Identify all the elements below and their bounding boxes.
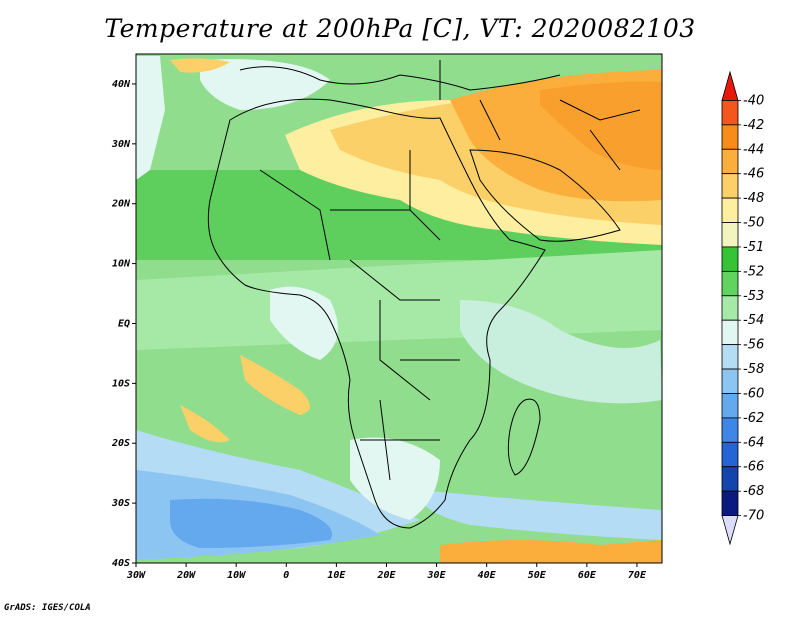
colorbar-swatch [721, 173, 739, 199]
colorbar-label: -46 [743, 167, 764, 182]
colorbar-swatch [721, 270, 739, 297]
colorbar-swatch [721, 100, 739, 126]
colorbar-label: -60 [743, 386, 764, 401]
colorbar-swatch [721, 70, 739, 101]
colorbar-label: -42 [743, 118, 764, 133]
y-tick-label: 40N [112, 79, 131, 90]
y-tick-label: 10N [112, 259, 131, 270]
x-tick-label: 20E [376, 570, 396, 581]
y-tick-label: 30N [111, 139, 131, 150]
temperature-field [136, 54, 662, 563]
x-tick-label: 50E [528, 570, 547, 581]
y-tick-label: 10S [112, 378, 130, 389]
x-axis: 30W 20W 10W 0 10E 20E 30E 40E 50E 60E 70E [126, 563, 647, 581]
map-title: Temperature at 200hPa [C], VT: 202008210… [104, 14, 696, 43]
colorbar-label: -58 [743, 362, 764, 377]
colorbar-swatch [721, 197, 739, 223]
colorbar-swatch [721, 246, 739, 272]
y-tick-label: 20S [111, 438, 130, 449]
colorbar-label: -64 [743, 435, 764, 450]
y-tick-label: 40S [112, 558, 130, 569]
colorbar-label: -40 [743, 93, 764, 108]
colorbar-swatch [721, 295, 739, 321]
x-tick-label: 10W [227, 570, 246, 581]
x-tick-label: 70E [628, 570, 647, 581]
colorbar-swatch [721, 368, 739, 394]
colorbar-swatch [721, 466, 739, 492]
x-tick-label: 40E [478, 570, 497, 581]
colorbar-label: -62 [743, 411, 764, 426]
colorbar-label: -66 [743, 460, 764, 475]
colorbar-swatch [721, 515, 739, 546]
x-tick-label: 20W [176, 570, 196, 581]
colorbar-label: -53 [743, 289, 764, 304]
colorbar-label: -52 [743, 264, 764, 279]
colorbar-label: -54 [743, 313, 764, 328]
colorbar-swatch [721, 148, 739, 175]
colorbar-swatch [721, 490, 739, 516]
colorbar-swatch [721, 344, 739, 370]
colorbar-swatch [721, 124, 739, 150]
plot-frame [135, 53, 663, 564]
colorbar-label: -68 [743, 484, 764, 499]
coastlines [207, 60, 641, 529]
x-tick-label: 0 [283, 570, 289, 581]
colorbar-swatch [721, 441, 739, 468]
y-tick-label: EQ [118, 318, 130, 329]
colorbar-label: -56 [743, 338, 764, 353]
colorbar-label: -51 [743, 240, 764, 255]
y-tick-label: 20N [111, 199, 131, 210]
y-tick-label: 30S [111, 498, 130, 509]
x-tick-label: 30E [427, 570, 447, 581]
colorbar-swatch [721, 393, 739, 419]
x-tick-label: 10E [327, 570, 346, 581]
colorbar-label: -50 [743, 216, 764, 231]
colorbar-swatch [721, 222, 739, 248]
y-axis: 40N 30N 20N 10N EQ 10S 20S 30S 40S [111, 79, 136, 569]
colorbar-label: -44 [743, 142, 764, 157]
x-tick-label: 60E [578, 570, 597, 581]
colorbar-swatch [721, 319, 739, 346]
colorbar-label: -48 [743, 191, 764, 206]
colorbar-label: -70 [743, 509, 764, 524]
colorbar-swatch [721, 417, 739, 443]
x-tick-label: 30W [126, 570, 146, 581]
colorbar: -40 -42 -44 -46 -48 -50 -51 -52 -53 -54 -56 -58 -60 -… [721, 70, 764, 546]
credit-label: GrADS: IGES/COLA [4, 603, 91, 613]
